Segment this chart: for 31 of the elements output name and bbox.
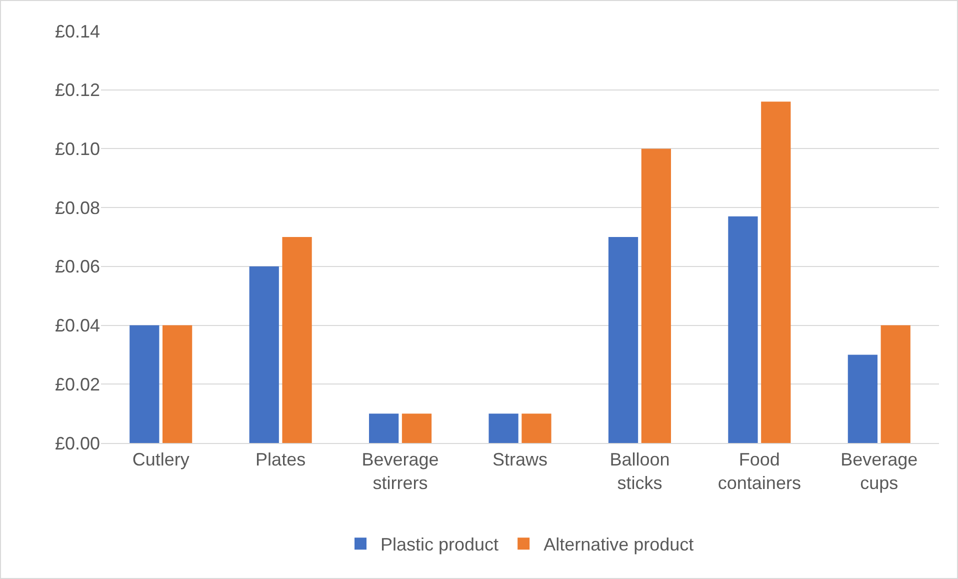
bar	[130, 325, 160, 443]
bar	[641, 148, 671, 443]
bar	[608, 237, 638, 443]
bar	[282, 237, 312, 443]
x-tick-label: Beverage cups	[840, 450, 918, 493]
y-tick-label: £0.06	[54, 256, 100, 277]
bar	[249, 266, 279, 443]
y-tick-label: £0.04	[54, 316, 100, 336]
bar	[162, 325, 192, 443]
bar	[488, 414, 518, 443]
x-tick-label: Cutlery	[132, 450, 190, 470]
y-tick-label: £0.14	[54, 21, 100, 42]
bar	[848, 354, 878, 443]
x-tick-label: Balloon sticks	[610, 450, 670, 493]
bar	[880, 325, 910, 443]
x-tick-label: Plates	[256, 450, 306, 470]
y-tick-label: £0.00	[54, 433, 100, 454]
bar	[369, 414, 399, 443]
y-tick-label: £0.08	[54, 198, 100, 218]
x-tick-label: Straws	[492, 450, 548, 470]
legend-label: Plastic product	[380, 534, 499, 555]
x-tick-label: Food containers	[718, 450, 801, 493]
y-tick-label: £0.10	[54, 139, 100, 160]
y-tick-label: £0.02	[54, 374, 100, 394]
bar	[402, 414, 432, 443]
x-tick-label: Beverage stirrers	[362, 450, 439, 493]
bar	[761, 102, 791, 443]
legend-label: Alternative product	[544, 534, 694, 555]
bar	[522, 414, 552, 443]
y-tick-label: £0.12	[54, 80, 100, 100]
bar	[728, 216, 758, 443]
